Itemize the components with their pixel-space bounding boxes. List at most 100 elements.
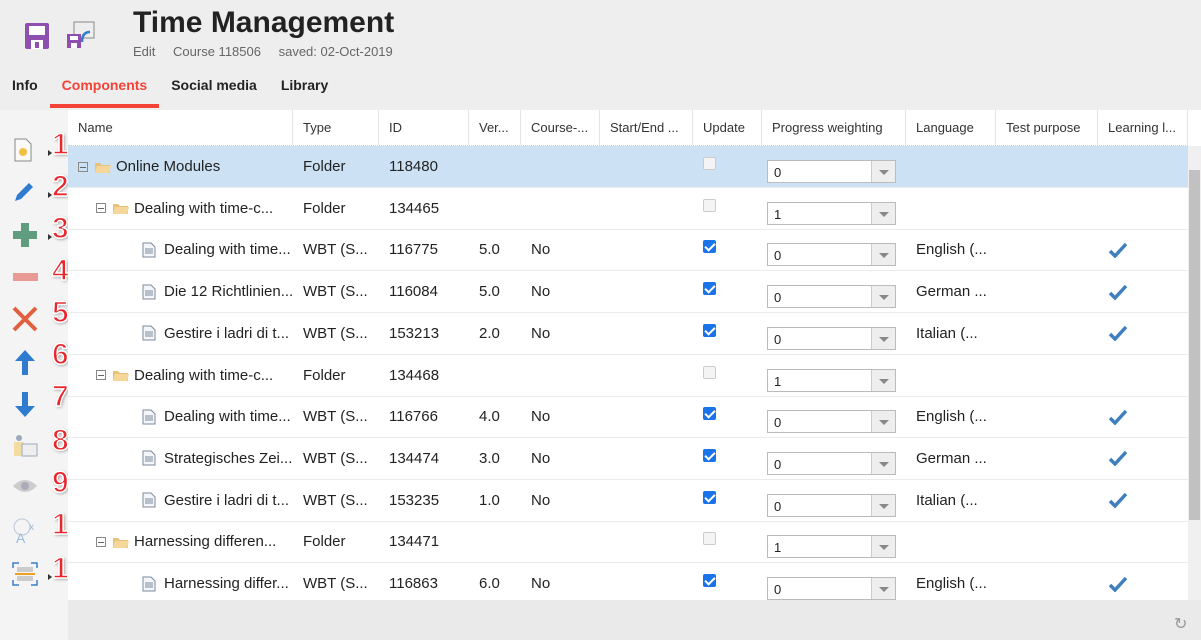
- update-checkbox[interactable]: [703, 365, 716, 379]
- save-and-publish-icon[interactable]: [66, 20, 96, 55]
- checkmark-icon: [1108, 242, 1128, 258]
- progress-weighting-select[interactable]: 0: [767, 410, 896, 434]
- column-header[interactable]: ID: [379, 110, 469, 145]
- table-row[interactable]: Harnessing differen... Folder 134471 1: [68, 521, 1188, 564]
- chevron-down-icon[interactable]: [871, 327, 895, 349]
- translate-button[interactable]: Ax10: [12, 507, 86, 548]
- course-cell: No: [531, 324, 551, 342]
- folder-icon: [95, 162, 111, 173]
- column-header[interactable]: Type: [293, 110, 379, 145]
- update-checkbox[interactable]: [703, 323, 716, 337]
- table-row[interactable]: Dealing with time-c... Folder 134468 1: [68, 355, 1188, 397]
- chevron-down-icon[interactable]: [871, 369, 895, 391]
- scrollbar-thumb[interactable]: [1189, 170, 1200, 520]
- collapse-toggle[interactable]: [96, 536, 106, 547]
- type-cell: WBT (S...: [303, 241, 368, 259]
- new-component-button[interactable]: 1: [12, 127, 72, 168]
- update-checkbox[interactable]: [703, 198, 716, 212]
- pencil-button[interactable]: 2: [12, 169, 72, 210]
- start-end-cell: [600, 188, 693, 229]
- table-row[interactable]: Die 12 Richtlinien... WBT (S... 116084 5.0 N…: [68, 271, 1188, 314]
- dropdown-caret-icon[interactable]: [48, 574, 52, 580]
- table-row[interactable]: Harnessing differ... WBT (S... 116863 6.0 No…: [68, 563, 1188, 600]
- collapse-toggle[interactable]: [96, 370, 106, 380]
- progress-weighting-select[interactable]: 0: [767, 285, 896, 309]
- language-cell: [906, 521, 996, 562]
- dropdown-caret-icon[interactable]: [48, 234, 52, 240]
- chevron-down-icon[interactable]: [871, 411, 895, 433]
- update-checkbox[interactable]: [703, 448, 716, 462]
- update-checkbox[interactable]: [703, 532, 716, 546]
- chevron-down-icon[interactable]: [871, 536, 895, 558]
- assign-button[interactable]: 8: [12, 423, 72, 464]
- progress-weighting-select[interactable]: 1: [767, 535, 896, 559]
- save-icon[interactable]: [24, 22, 50, 55]
- progress-weighting-select[interactable]: 0: [767, 451, 896, 475]
- table-row[interactable]: Dealing with time... WBT (S... 116766 4.0 No…: [68, 396, 1188, 439]
- dropdown-caret-icon[interactable]: [48, 150, 52, 156]
- update-checkbox[interactable]: [703, 490, 716, 504]
- chevron-down-icon[interactable]: [871, 578, 895, 599]
- collapse-toggle[interactable]: [78, 161, 88, 172]
- chevron-down-icon[interactable]: [871, 244, 895, 266]
- id-cell: 134471: [389, 533, 440, 551]
- refresh-icon[interactable]: ↻: [1174, 616, 1188, 633]
- progress-weighting-select[interactable]: 1: [767, 201, 896, 225]
- vertical-scrollbar[interactable]: [1188, 146, 1201, 600]
- chevron-down-icon[interactable]: [871, 202, 895, 224]
- tab-social-media[interactable]: Social media: [171, 77, 257, 93]
- minus-button[interactable]: 4: [12, 253, 72, 294]
- chevron-down-icon[interactable]: [871, 494, 895, 516]
- table-row[interactable]: Gestire i ladri di t... WBT (S... 153235 1.…: [68, 480, 1188, 522]
- delete-x-button[interactable]: 5: [12, 295, 72, 336]
- table-row[interactable]: Dealing with time... WBT (S... 116775 5.0 No…: [68, 229, 1188, 272]
- table-row[interactable]: Dealing with time-c... Folder 134465 1: [68, 188, 1188, 230]
- course-cell: No: [531, 491, 551, 509]
- item-name: Dealing with time...: [164, 241, 291, 259]
- column-header[interactable]: Name: [68, 110, 293, 145]
- scan-button[interactable]: 11: [12, 551, 84, 592]
- table-row[interactable]: Online Modules Folder 118480 0: [68, 146, 1188, 188]
- update-checkbox[interactable]: [703, 240, 716, 254]
- item-name: Die 12 Richtlinien...: [164, 283, 293, 301]
- column-header[interactable]: Language: [906, 110, 996, 145]
- plus-button[interactable]: 3: [12, 211, 72, 252]
- table-row[interactable]: Strategisches Zei... WBT (S... 134474 3.0 No…: [68, 438, 1188, 480]
- update-checkbox[interactable]: [703, 574, 716, 587]
- arrow-up-button[interactable]: 6: [12, 337, 72, 378]
- progress-weighting-select[interactable]: 1: [767, 368, 896, 392]
- table-row[interactable]: Gestire i ladri di t... WBT (S... 153213 2.…: [68, 313, 1188, 355]
- progress-weighting-select[interactable]: 0: [767, 326, 896, 350]
- test-purpose-cell: [996, 521, 1098, 562]
- progress-weighting-select[interactable]: 0: [767, 577, 896, 600]
- column-header[interactable]: Progress weighting: [762, 110, 906, 145]
- update-checkbox[interactable]: [703, 407, 716, 421]
- tab-components[interactable]: Components: [49, 74, 160, 108]
- progress-weighting-select[interactable]: 0: [767, 160, 896, 183]
- column-header[interactable]: Learning l...: [1098, 110, 1188, 145]
- column-header[interactable]: Course-...: [521, 110, 600, 145]
- components-grid: Name Type ID Ver... Course-... Start/End ... U…: [68, 110, 1201, 600]
- update-checkbox[interactable]: [703, 157, 716, 170]
- progress-weighting-select[interactable]: 0: [767, 493, 896, 517]
- dropdown-caret-icon[interactable]: [48, 192, 52, 198]
- version-cell: 1.0: [479, 491, 500, 509]
- chevron-down-icon[interactable]: [871, 452, 895, 474]
- eye-button[interactable]: 9: [12, 465, 72, 506]
- update-checkbox[interactable]: [703, 282, 716, 296]
- tab-library[interactable]: Library: [280, 77, 329, 93]
- column-header[interactable]: Start/End ...: [600, 110, 693, 145]
- tab-info[interactable]: Info: [12, 77, 38, 93]
- name-cell: Dealing with time...: [68, 229, 293, 270]
- arrow-down-button[interactable]: 7: [12, 379, 72, 420]
- collapse-toggle[interactable]: [96, 203, 106, 214]
- chevron-down-icon[interactable]: [871, 286, 895, 308]
- chevron-down-icon[interactable]: [871, 161, 895, 182]
- version-cell: 6.0: [479, 575, 500, 592]
- column-header[interactable]: Ver...: [469, 110, 521, 145]
- column-header[interactable]: Test purpose: [996, 110, 1098, 145]
- column-header[interactable]: Update: [693, 110, 762, 145]
- progress-weighting-select[interactable]: 0: [767, 243, 896, 267]
- version-cell: 2.0: [479, 324, 500, 342]
- callout-number: 3: [51, 211, 69, 246]
